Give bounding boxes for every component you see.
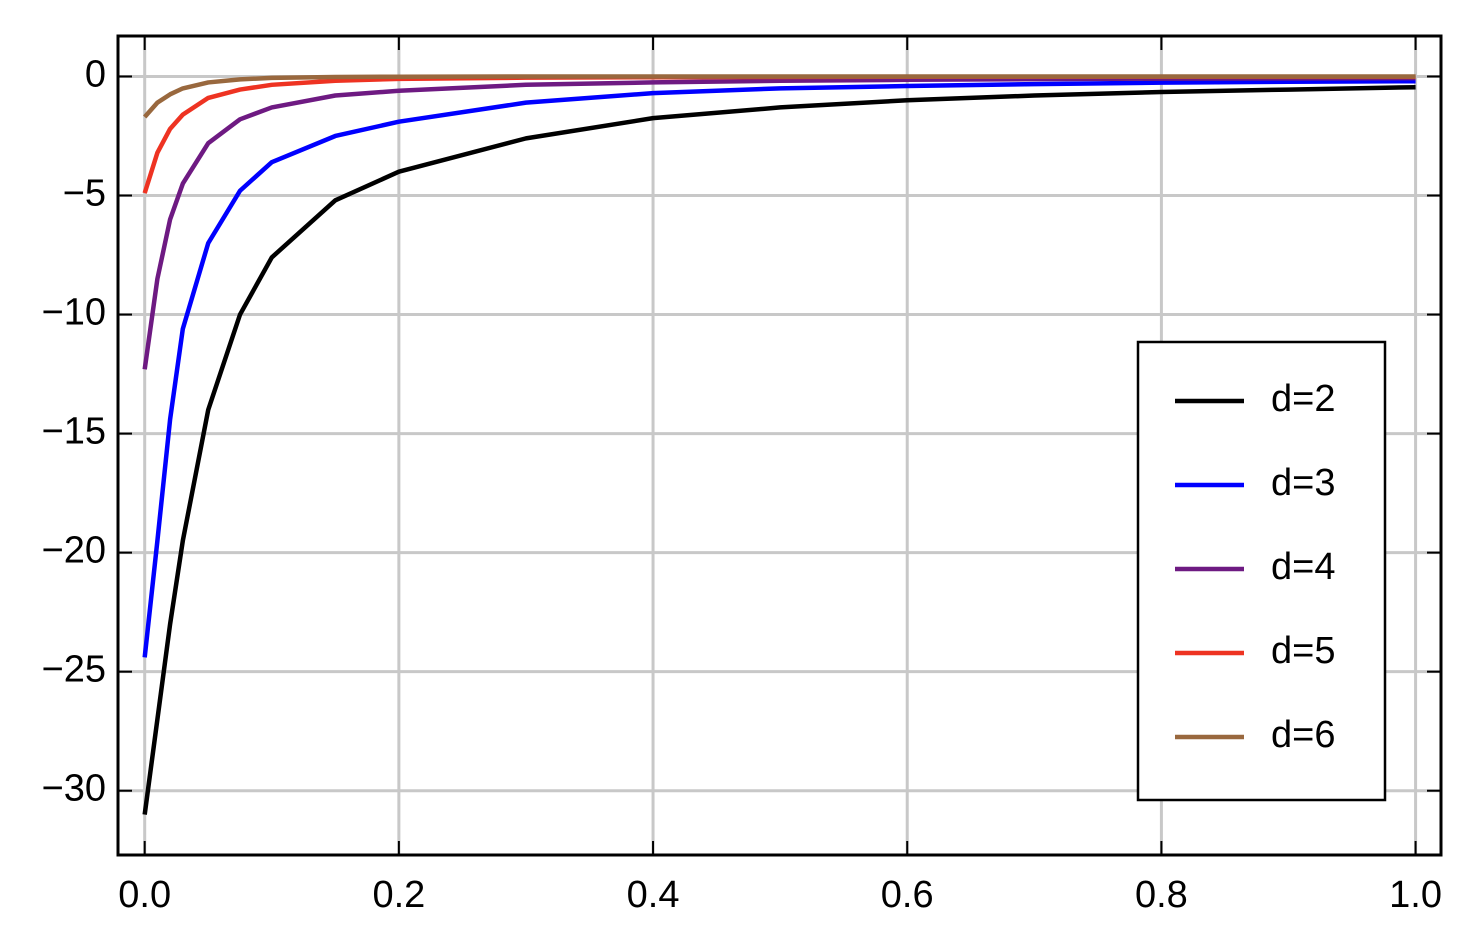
x-tick-label: 0.4 xyxy=(627,874,680,916)
series-line xyxy=(142,78,1416,658)
series-line xyxy=(143,74,1416,119)
y-tick-label: −30 xyxy=(42,768,106,810)
x-tick-label: 0.8 xyxy=(1135,874,1188,916)
y-tick-label: −10 xyxy=(42,292,106,334)
y-tick-label: −15 xyxy=(42,411,106,453)
series-line xyxy=(142,75,1416,370)
x-tick-label: 0.2 xyxy=(372,874,425,916)
y-tick-label: −20 xyxy=(42,530,106,572)
legend-label: d=5 xyxy=(1271,630,1335,672)
y-tick-label: 0 xyxy=(85,54,106,96)
y-tick-label: −5 xyxy=(63,173,106,215)
x-tick-label: 0.0 xyxy=(118,874,171,916)
legend-label: d=3 xyxy=(1271,462,1335,504)
x-tick-label: 0.6 xyxy=(881,874,934,916)
legend-label: d=4 xyxy=(1271,546,1335,588)
plot-frame xyxy=(116,34,1443,857)
series-line xyxy=(142,84,1416,815)
legend-label: d=6 xyxy=(1271,714,1335,756)
legend-label: d=2 xyxy=(1271,378,1335,420)
x-tick-label: 1.0 xyxy=(1389,874,1442,916)
y-tick-label: −25 xyxy=(42,649,106,691)
